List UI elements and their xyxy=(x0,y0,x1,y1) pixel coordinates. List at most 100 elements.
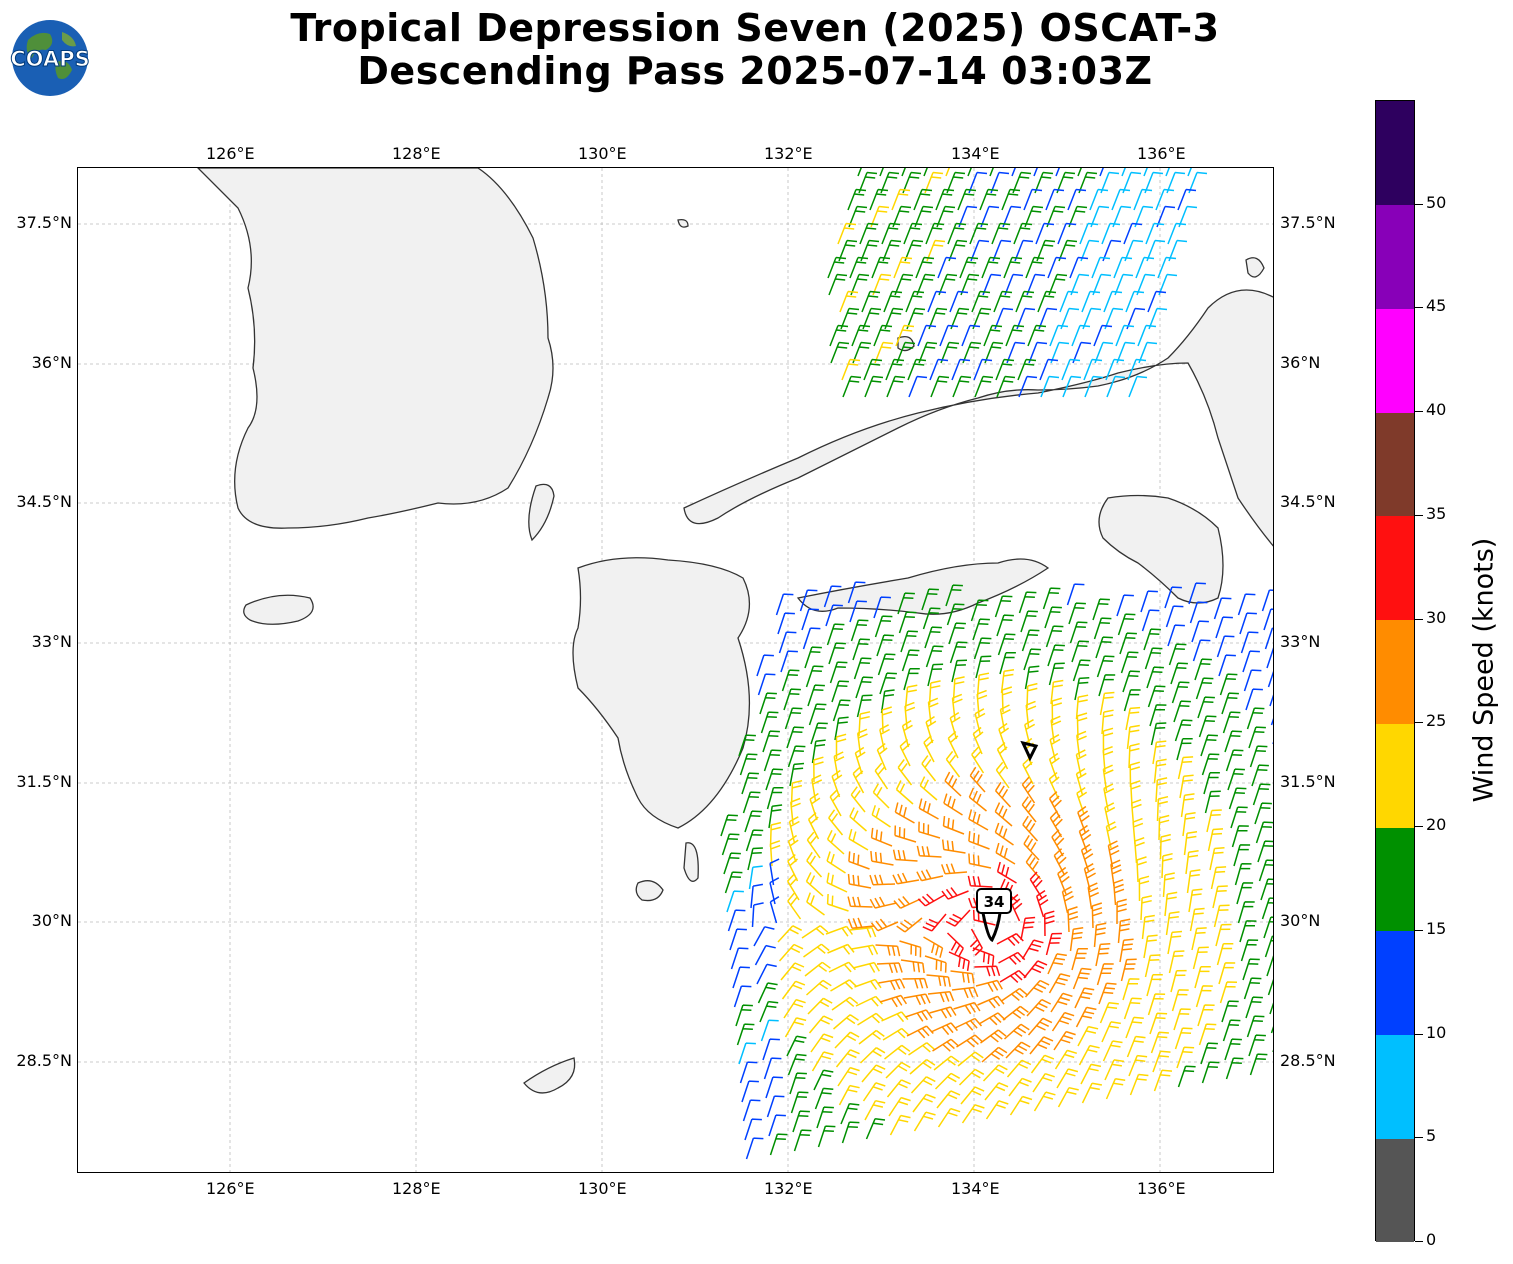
wind-barb xyxy=(856,728,868,756)
wind-barb xyxy=(895,324,915,347)
storm-center-marker[interactable]: 34 xyxy=(976,888,1012,943)
wind-barb xyxy=(1239,920,1257,943)
wind-barb xyxy=(1008,1077,1032,1097)
wind-barb xyxy=(850,786,866,813)
wind-barb xyxy=(1015,290,1035,313)
wind-barb xyxy=(1126,1035,1146,1058)
wind-barb xyxy=(1002,1005,1029,1021)
wind-barb xyxy=(1204,790,1221,814)
lon-label-bottom-2: 130°E xyxy=(578,1179,627,1198)
wind-barb xyxy=(760,1019,779,1042)
wind-barb xyxy=(941,887,969,900)
wind-barb xyxy=(733,985,752,1008)
wind-barb xyxy=(727,909,746,932)
wind-barb xyxy=(972,618,990,641)
wind-barb xyxy=(1071,948,1088,971)
wind-barb xyxy=(857,168,862,177)
wind-barb xyxy=(1269,1002,1273,1015)
wind-barb xyxy=(1133,188,1153,211)
wind-barb xyxy=(996,933,1024,947)
wind-barb xyxy=(946,932,964,958)
wind-barb xyxy=(1155,188,1175,211)
wind-barb xyxy=(1144,647,1163,670)
tsushima xyxy=(528,483,555,542)
colorbar-title: Wind Speed (knots) xyxy=(1468,537,1500,803)
wind-barb xyxy=(1170,662,1188,685)
wind-barb xyxy=(861,290,881,313)
wind-barb xyxy=(902,977,929,989)
wind-barb xyxy=(1165,605,1184,628)
wind-barb xyxy=(1194,966,1211,989)
wind-barb xyxy=(849,600,867,623)
wind-barb xyxy=(901,168,906,177)
wind-barb xyxy=(1018,375,1038,398)
wind-barb xyxy=(1143,168,1148,177)
wind-barb xyxy=(1162,872,1175,898)
wind-barb xyxy=(825,925,854,937)
wind-barb xyxy=(924,955,947,973)
wind-barb xyxy=(1240,631,1259,654)
wind-barb xyxy=(747,847,763,871)
wind-barb xyxy=(1230,806,1248,829)
wind-barb xyxy=(825,604,843,627)
lon-label-top-1: 128°E xyxy=(392,144,441,163)
wind-barb xyxy=(1087,882,1100,910)
wind-barb xyxy=(1023,648,1041,671)
wind-barb xyxy=(1173,1008,1191,1031)
wind-barb xyxy=(826,623,845,646)
lat-label-right-6: 28.5°N xyxy=(1280,1051,1336,1070)
lat-label-left-5: 30°N xyxy=(31,911,72,930)
wind-barb xyxy=(1021,629,1040,652)
wind-barb xyxy=(1103,290,1123,313)
wind-barb xyxy=(1050,679,1064,705)
wind-barb xyxy=(1138,875,1150,902)
wind-barb xyxy=(754,944,776,966)
colorbar-label-1: 5 xyxy=(1426,1126,1437,1146)
wind-barb xyxy=(1116,898,1127,925)
wind-barb xyxy=(1057,866,1070,895)
wind-barb xyxy=(1054,1049,1078,1070)
colorbar-tick-7 xyxy=(1415,514,1423,516)
wind-barb xyxy=(974,708,986,736)
wind-barb xyxy=(994,781,1012,808)
wind-barb xyxy=(985,1100,1009,1120)
colorbar-tick-5 xyxy=(1415,722,1423,724)
wind-barb xyxy=(1001,987,1028,1002)
wind-barb xyxy=(834,1031,860,1049)
wind-barb xyxy=(864,1099,886,1121)
map-panel[interactable]: 34 xyxy=(77,167,1274,1173)
wind-barb xyxy=(1192,639,1211,662)
wind-barb xyxy=(1239,612,1257,635)
wind-barb xyxy=(828,273,848,296)
wind-barb xyxy=(1104,1059,1125,1081)
wind-barb xyxy=(1168,643,1187,666)
wind-barb xyxy=(885,358,905,381)
wind-barb xyxy=(894,802,915,824)
wind-barb xyxy=(1242,958,1260,981)
wind-barb xyxy=(1127,358,1147,381)
wind-barb xyxy=(1042,587,1061,610)
wind-barb xyxy=(1056,1068,1079,1089)
wind-barb xyxy=(806,851,823,878)
wind-barb xyxy=(1071,640,1089,663)
wind-barb xyxy=(835,1049,860,1068)
wind-barb xyxy=(956,1034,983,1048)
wind-barb xyxy=(930,375,950,398)
kii-peninsula xyxy=(1098,494,1224,604)
lat-label-right-0: 37.5°N xyxy=(1280,213,1336,232)
wind-barb xyxy=(1221,1000,1239,1023)
wind-barb xyxy=(1022,815,1039,842)
wind-barb xyxy=(852,766,865,794)
wind-barb xyxy=(869,874,896,886)
wind-barb xyxy=(1061,358,1081,381)
wind-barb xyxy=(1146,974,1163,997)
wind-barb xyxy=(1047,644,1065,667)
wind-barb xyxy=(847,896,873,908)
wind-barb xyxy=(806,892,825,916)
wind-barb xyxy=(808,703,827,726)
wind-barb xyxy=(874,762,889,790)
wind-barb xyxy=(1141,609,1160,632)
wind-barb xyxy=(1077,805,1090,834)
wind-barb xyxy=(925,222,945,245)
wind-barb xyxy=(1122,978,1140,1001)
